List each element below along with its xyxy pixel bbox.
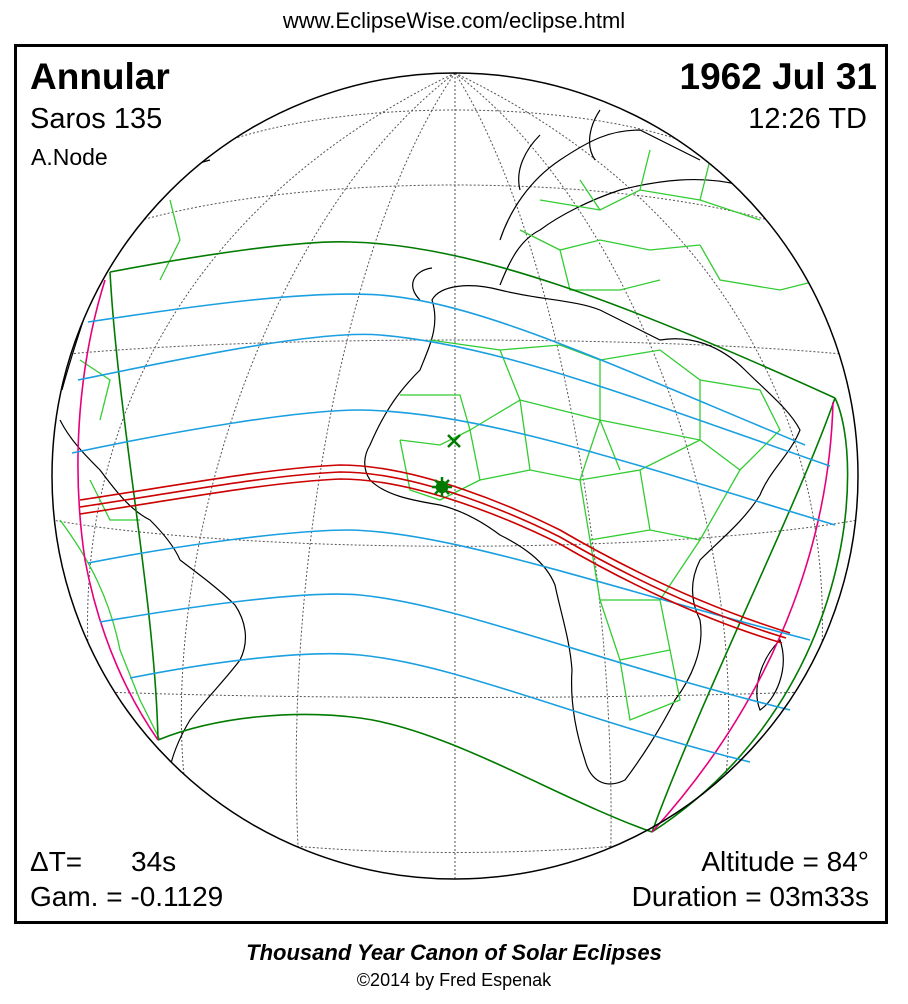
eclipse-date: 1962 Jul 31	[679, 56, 877, 97]
copyright-notice: ©2014 by Fred Espenak	[356, 970, 552, 990]
greatest-eclipse-marker	[432, 477, 452, 497]
central-path-south-limit	[79, 478, 783, 644]
map-frame	[14, 44, 888, 924]
penumbral-limits	[109, 241, 849, 833]
eclipse-time: 12:26 TD	[748, 103, 867, 135]
eclipse-type: Annular	[30, 56, 170, 97]
sunset-curve	[651, 401, 834, 833]
sun-altitude: Altitude = 84°	[701, 846, 869, 877]
central-path-north-limit	[79, 464, 791, 634]
delta-t-value: 34s	[131, 846, 177, 877]
western-limit	[109, 271, 159, 741]
globe-outline	[51, 72, 859, 880]
rise-set-curves	[77, 279, 834, 833]
country-borders	[59, 149, 821, 741]
central-duration: Duration = 03m33s	[631, 881, 869, 912]
greatest-duration-marker	[447, 434, 461, 448]
canon-title: Thousand Year Canon of Solar Eclipses	[246, 940, 662, 965]
sunrise-curve	[77, 279, 159, 741]
source-url[interactable]: www.EclipseWise.com/eclipse.html	[282, 8, 626, 33]
central-path	[79, 464, 791, 644]
gamma-value: Gam. = -0.1129	[30, 881, 224, 912]
magnitude-contours	[71, 293, 836, 763]
delta-t-label: ΔT=	[30, 846, 83, 877]
eastern-limit	[651, 397, 836, 833]
central-path-center-line	[79, 471, 787, 639]
northern-limit	[109, 241, 836, 399]
node-label: A.Node	[31, 144, 108, 170]
saros-series: Saros 135	[30, 103, 163, 135]
southern-limit	[157, 713, 653, 833]
